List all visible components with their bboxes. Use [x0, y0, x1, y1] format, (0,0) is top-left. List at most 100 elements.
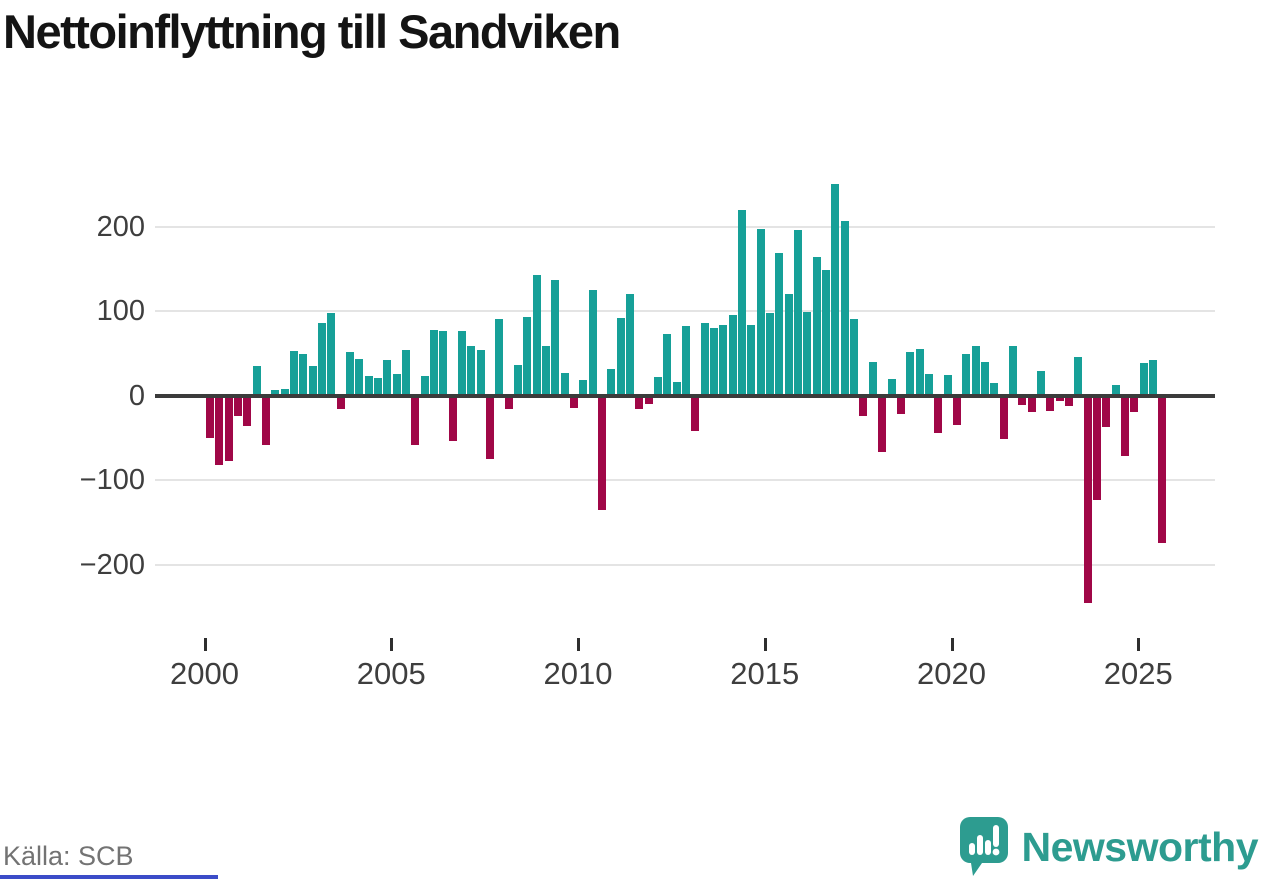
bar-2009Q1	[542, 346, 551, 396]
bar-2002Q2	[289, 350, 298, 396]
bar-2010Q1	[579, 380, 588, 396]
bar-2002Q3	[299, 354, 308, 396]
newsworthy-logo[interactable]: Newsworthy	[959, 816, 1259, 878]
x-tick-2000	[203, 638, 207, 651]
chart-title: Nettoinflyttning till Sandviken	[3, 5, 621, 58]
bar-2011Q1	[616, 317, 625, 396]
bar-2012Q1	[654, 376, 663, 396]
bar-2008Q4	[532, 274, 541, 396]
bar-2020Q3	[971, 345, 980, 396]
bar-2010Q3	[598, 395, 607, 511]
bar-2014Q2	[738, 209, 747, 396]
bar-2019Q4	[943, 375, 952, 396]
bar-2011Q3	[635, 395, 644, 410]
x-axis-label-2025: 2025	[1103, 656, 1173, 691]
bar-2015Q3	[784, 294, 793, 396]
bar-2001Q3	[261, 395, 270, 445]
bar-2013Q4	[719, 325, 728, 396]
bar-2024Q4	[1130, 395, 1139, 413]
footer-accent-line	[0, 875, 218, 879]
gridline-200	[155, 225, 1215, 228]
bar-2018Q3	[896, 395, 905, 415]
bar-2008Q2	[514, 365, 523, 396]
bar-2004Q2	[364, 376, 373, 396]
bar-2018Q4	[906, 351, 915, 396]
bar-2001Q2	[252, 365, 261, 396]
bar-2025Q2	[1148, 360, 1157, 396]
bar-2019Q2	[924, 374, 933, 396]
bar-2007Q1	[467, 345, 476, 396]
bar-2016Q2	[812, 256, 821, 396]
x-tick-2015	[763, 638, 767, 651]
bar-2009Q2	[551, 279, 560, 396]
bar-2011Q2	[626, 294, 635, 396]
bar-2000Q1	[205, 395, 214, 438]
bar-2003Q3	[336, 395, 345, 410]
bar-2014Q4	[756, 229, 765, 396]
bar-2017Q2	[850, 319, 859, 396]
bar-2022Q2	[1036, 370, 1045, 396]
bar-2022Q3	[1046, 395, 1055, 411]
bar-2016Q1	[803, 311, 812, 396]
bar-2009Q4	[570, 395, 579, 409]
bar-2005Q3	[411, 395, 420, 446]
bar-2013Q3	[710, 327, 719, 396]
bar-2007Q2	[476, 349, 485, 396]
bar-2006Q2	[439, 331, 448, 396]
y-axis-label--200: −200	[79, 548, 145, 581]
x-tick-2010	[577, 638, 580, 651]
bar-2005Q4	[420, 376, 429, 396]
bar-2012Q4	[682, 326, 691, 396]
bar-2023Q4	[1092, 395, 1101, 501]
bar-2017Q4	[868, 361, 877, 396]
bar-2021Q3	[1008, 345, 1017, 396]
bar-2003Q4	[345, 351, 354, 396]
bar-2005Q2	[401, 349, 410, 396]
bar-2003Q2	[327, 312, 336, 396]
bar-2001Q4	[271, 390, 280, 396]
bar-2014Q1	[728, 315, 737, 396]
bar-2012Q3	[672, 381, 681, 396]
bar-2018Q1	[878, 395, 887, 453]
bar-2005Q1	[392, 374, 401, 396]
x-axis-label-2000: 2000	[170, 656, 239, 691]
bar-2006Q1	[429, 329, 438, 396]
bar-2008Q1	[504, 395, 513, 410]
bar-2000Q4	[233, 395, 242, 416]
bar-2006Q4	[457, 331, 466, 396]
bar-2000Q3	[224, 395, 233, 461]
gridline--100	[155, 479, 1215, 481]
zero-axis-line	[155, 393, 1215, 398]
newsworthy-wordmark: Newsworthy	[1021, 823, 1259, 870]
y-axis-label-100: 100	[96, 295, 145, 327]
bar-2024Q2	[1111, 385, 1120, 396]
bar-2016Q3	[822, 269, 831, 396]
bar-2008Q3	[523, 316, 532, 396]
newsworthy-bubble-icon	[959, 817, 1008, 876]
bar-2023Q3	[1083, 395, 1092, 603]
bar-2022Q1	[1027, 395, 1036, 413]
bar-2014Q3	[747, 325, 756, 396]
bar-2010Q4	[607, 369, 616, 396]
bar-2013Q2	[700, 322, 709, 396]
bar-2015Q2	[775, 252, 784, 396]
bar-2004Q3	[373, 377, 382, 396]
bar-2023Q1	[1064, 395, 1073, 406]
bar-2020Q1	[952, 395, 961, 426]
bar-2021Q1	[990, 382, 999, 396]
y-axis-label-0: 0	[128, 379, 145, 412]
bar-2010Q2	[588, 289, 597, 396]
bar-2003Q1	[317, 322, 326, 396]
x-tick-2025	[1137, 638, 1141, 651]
gridline--200	[155, 563, 1215, 566]
bar-2022Q4	[1055, 395, 1064, 402]
bar-2016Q4	[831, 184, 840, 396]
bar-2012Q2	[663, 333, 672, 396]
bar-2021Q2	[999, 395, 1008, 440]
bar-2017Q1	[840, 220, 849, 396]
x-axis-label-2010: 2010	[543, 656, 613, 691]
bar-2009Q3	[560, 372, 569, 396]
x-axis-label-2015: 2015	[730, 656, 800, 691]
bar-2024Q1	[1102, 395, 1111, 427]
bar-2002Q4	[308, 365, 317, 396]
